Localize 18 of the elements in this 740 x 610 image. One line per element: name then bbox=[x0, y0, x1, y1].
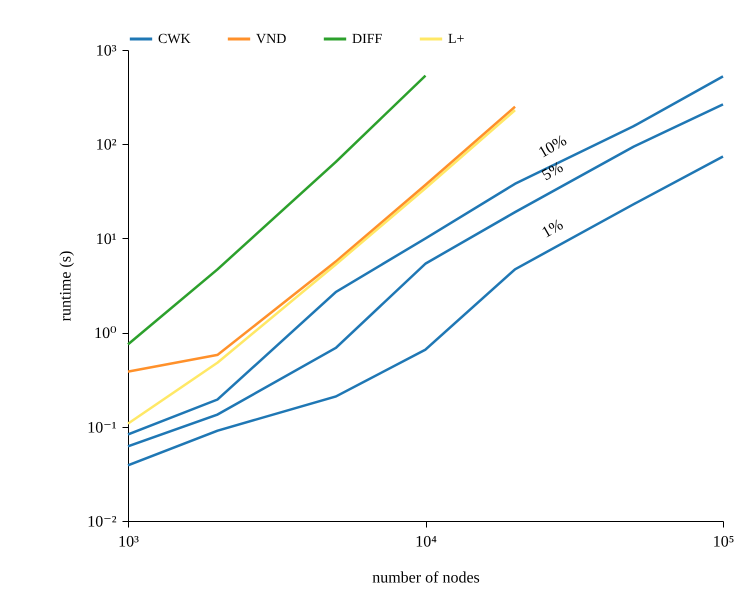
annotation: 5% bbox=[539, 158, 566, 184]
x-tick-label: 10⁵ bbox=[712, 534, 734, 550]
y-tick-label: 10⁻² bbox=[87, 514, 117, 530]
annotation: 1% bbox=[539, 216, 566, 242]
y-tick-label: 10² bbox=[96, 136, 117, 154]
x-tick-label: 10⁴ bbox=[415, 534, 438, 550]
y-tick-label: 10¹ bbox=[96, 230, 117, 248]
x-tick-label: 10³ bbox=[118, 534, 140, 550]
legend-label: VND bbox=[256, 32, 286, 47]
y-tick-label: 10⁻¹ bbox=[87, 419, 117, 436]
y-axis-title: runtime (s) bbox=[57, 250, 74, 322]
legend-label: L+ bbox=[448, 32, 465, 47]
legend-label: DIFF bbox=[352, 32, 383, 47]
y-tick-label: 10⁰ bbox=[94, 325, 116, 342]
x-axis-title: number of nodes bbox=[372, 570, 480, 586]
legend-label: CWK bbox=[158, 32, 191, 47]
y-tick-label: 10³ bbox=[96, 42, 117, 60]
annotation: 10% bbox=[536, 132, 570, 162]
